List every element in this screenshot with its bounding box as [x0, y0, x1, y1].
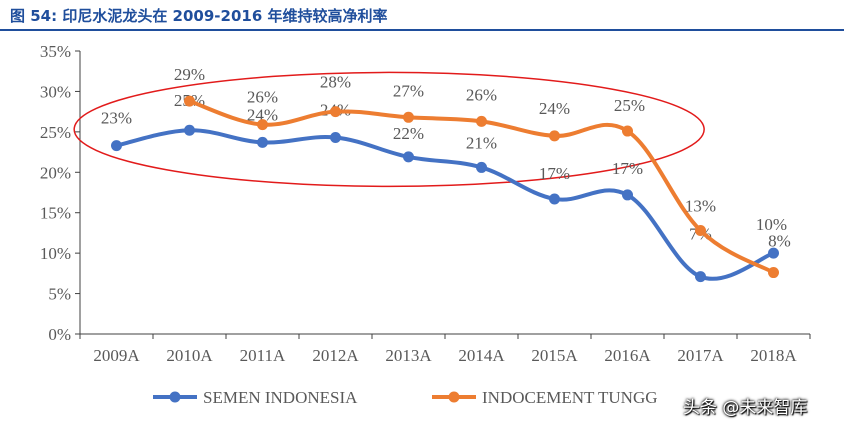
- data-point: [549, 193, 560, 205]
- data-label: 24%: [247, 105, 278, 124]
- legend-label: INDOCEMENT TUNGG: [482, 388, 658, 407]
- y-axis: 0% 5% 10% 15% 20% 25% 30% 35%: [40, 42, 81, 344]
- data-point: [403, 151, 414, 163]
- figure-title: 图 54: 印尼水泥龙头在 2009-2016 年维持较高净利率: [10, 7, 388, 25]
- series-indocement: 29%26%28% 27% 26%24% 25%13%8%: [174, 65, 791, 279]
- x-tick-label: 2013A: [385, 346, 432, 365]
- data-point: [403, 111, 414, 123]
- header-divider: [0, 29, 844, 31]
- data-point: [695, 225, 706, 237]
- data-point: [184, 124, 195, 136]
- data-point: [622, 189, 633, 201]
- annotations: [73, 71, 705, 188]
- data-point: [330, 132, 341, 144]
- legend-item: INDOCEMENT TUNGG: [432, 388, 658, 407]
- series-line: [187, 99, 776, 275]
- y-tick-label: 15%: [40, 204, 71, 223]
- data-point: [257, 136, 268, 148]
- series: 23%25%24%24%22%21%17%17%7%10%29%26%28%27…: [101, 65, 791, 283]
- x-axis: 2009A 2010A 2011A 2012A 2013A 2014A 2015A 2016A…: [79, 333, 811, 365]
- y-tick-label: 20%: [40, 163, 71, 182]
- data-label: 17%: [612, 159, 643, 178]
- data-label: 26%: [247, 88, 278, 107]
- data-label: 10%: [756, 215, 787, 234]
- y-tick-label: 35%: [40, 42, 71, 61]
- x-tick-label: 2015A: [531, 346, 578, 365]
- y-tick-label: 5%: [48, 285, 71, 304]
- data-point: [549, 130, 560, 142]
- x-tick-label: 2018A: [750, 346, 797, 365]
- legend-item: SEMEN INDONESIA: [153, 388, 358, 407]
- x-tick-label: 2011A: [240, 346, 286, 365]
- data-label: 27%: [393, 81, 424, 100]
- legend-label: SEMEN INDONESIA: [203, 388, 358, 407]
- data-point: [695, 271, 706, 283]
- series-line: [114, 128, 776, 281]
- data-label: 25%: [614, 96, 645, 115]
- data-label: 23%: [101, 109, 132, 128]
- legend-marker: [169, 391, 181, 403]
- x-tick-label: 2016A: [604, 346, 651, 365]
- watermark-text: 头条 @未来智库: [683, 398, 808, 418]
- data-point: [768, 247, 779, 259]
- data-label: 17%: [539, 164, 570, 183]
- data-label: 13%: [685, 197, 716, 216]
- figure-header: 图 54: 印尼水泥龙头在 2009-2016 年维持较高净利率: [0, 0, 844, 31]
- legend-marker: [448, 391, 460, 403]
- x-tick-label: 2017A: [677, 346, 724, 365]
- data-point: [257, 119, 268, 131]
- y-tick-label: 25%: [40, 123, 71, 142]
- y-tick-label: 30%: [40, 82, 71, 101]
- data-label: 28%: [320, 73, 351, 92]
- data-label: 21%: [466, 133, 497, 152]
- data-point: [111, 140, 122, 152]
- data-label: 8%: [768, 232, 791, 251]
- legend: SEMEN INDONESIA INDOCEMENT TUNGG: [153, 388, 658, 407]
- y-tick-label: 0%: [48, 325, 71, 344]
- data-point: [330, 106, 341, 118]
- data-point: [622, 125, 633, 137]
- x-tick-label: 2012A: [312, 346, 359, 365]
- data-label: 29%: [174, 65, 205, 84]
- x-tick-label: 2009A: [93, 346, 140, 365]
- highlight-ellipse: [73, 71, 705, 188]
- data-label: 22%: [393, 124, 424, 143]
- x-tick-label: 2014A: [458, 346, 505, 365]
- data-point: [184, 95, 195, 107]
- data-label: 26%: [466, 85, 497, 104]
- data-point: [476, 115, 487, 127]
- data-label: 24%: [539, 99, 570, 118]
- data-point: [476, 161, 487, 173]
- x-tick-label: 2010A: [166, 346, 213, 365]
- y-tick-label: 10%: [40, 244, 71, 263]
- series-semen-indonesia: 23%25%24%24%22%21%17%17%7%10%: [101, 91, 787, 283]
- data-point: [768, 267, 779, 279]
